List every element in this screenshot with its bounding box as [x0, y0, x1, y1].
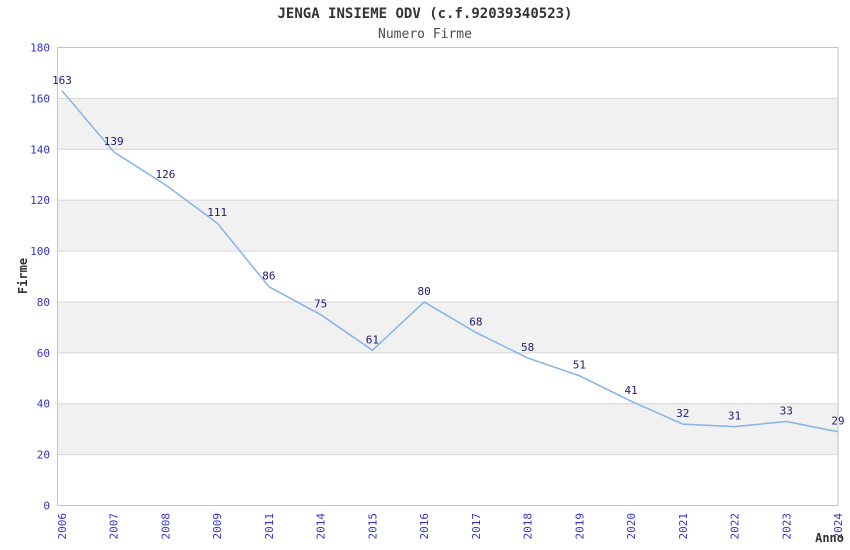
data-label: 126: [156, 168, 176, 181]
x-tick-label: 2018: [522, 513, 535, 540]
x-axis-title: Anno: [815, 531, 844, 545]
y-tick-label: 120: [30, 194, 50, 207]
data-label: 51: [573, 359, 586, 372]
plot-band: [57, 98, 838, 150]
plot-band: [57, 403, 838, 455]
plot-band: [57, 301, 838, 353]
data-label: 139: [104, 135, 124, 148]
data-label: 163: [52, 74, 72, 87]
data-label: 29: [831, 415, 844, 428]
x-tick-label: 2016: [418, 513, 431, 540]
data-label: 80: [418, 285, 431, 298]
y-axis-title: Firme: [16, 258, 30, 294]
data-label: 32: [676, 407, 689, 420]
y-tick-label: 60: [37, 347, 50, 360]
y-tick-label: 100: [30, 245, 50, 258]
x-tick-label: 2007: [108, 513, 121, 540]
y-tick-label: 20: [37, 449, 50, 462]
series-line: [61, 90, 839, 433]
data-label: 61: [366, 333, 379, 346]
data-label: 68: [469, 315, 482, 328]
x-tick-label: 2020: [625, 513, 638, 540]
y-tick-label: 140: [30, 143, 50, 156]
x-tick-label: 2017: [470, 513, 483, 540]
x-tick-label: 2009: [211, 513, 224, 540]
x-tick-label: 2023: [780, 513, 793, 540]
chart-subtitle: Numero Firme: [378, 27, 472, 42]
data-label: 111: [207, 206, 227, 219]
plot-band: [57, 200, 838, 252]
chart-title: JENGA INSIEME ODV (c.f.92039340523): [277, 6, 573, 22]
x-tick-label: 2014: [315, 513, 328, 540]
x-tick-label: 2006: [56, 513, 69, 540]
data-label: 58: [521, 341, 534, 354]
plot-border: [57, 47, 839, 506]
y-tick-label: 0: [43, 500, 50, 513]
x-tick-label: 2019: [573, 513, 586, 540]
x-tick-label: 2008: [159, 513, 172, 540]
data-label: 31: [728, 410, 741, 423]
data-label: 86: [262, 270, 275, 283]
x-tick-label: 2021: [677, 513, 690, 540]
data-label: 33: [780, 405, 793, 418]
data-label: 41: [624, 384, 637, 397]
y-tick-label: 180: [30, 42, 50, 55]
y-tick-label: 80: [37, 296, 50, 309]
y-tick-label: 40: [37, 398, 50, 411]
y-tick-label: 160: [30, 92, 50, 105]
x-tick-label: 2015: [366, 513, 379, 540]
data-label: 75: [314, 298, 327, 311]
x-tick-label: 2011: [263, 513, 276, 540]
x-tick-label: 2022: [729, 513, 742, 540]
x-tick-label: 2024: [832, 513, 845, 540]
